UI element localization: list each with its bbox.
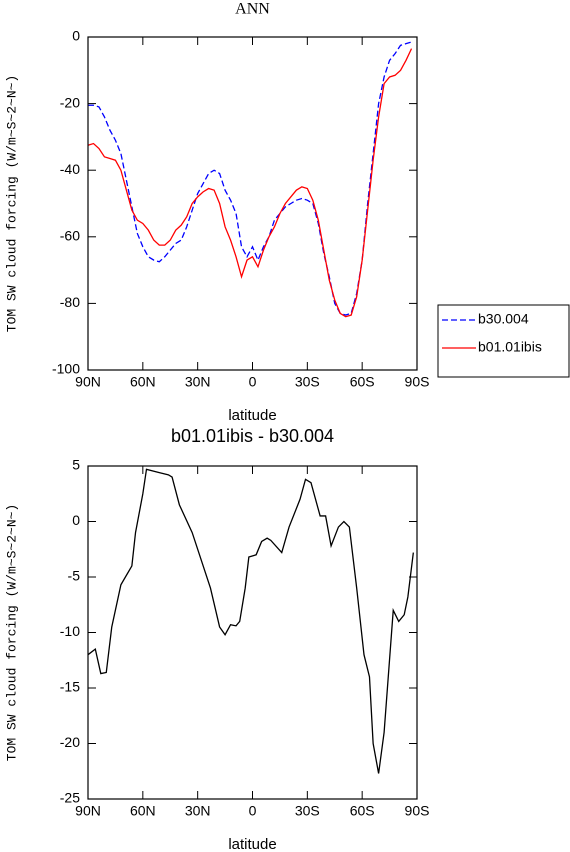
y-tick-label: -80	[60, 294, 80, 310]
legend-label: b30.004	[478, 311, 529, 327]
y-tick-label: 0	[72, 28, 80, 44]
x-tick-label: 60N	[130, 374, 156, 390]
panel: b01.01ibis - b30.004 latitude TOM SW cloud…	[4, 426, 429, 852]
y-axis-label: TOM SW cloud forcing (W/m~S~2~N~)	[4, 75, 19, 332]
x-tick-label: 30S	[295, 374, 320, 390]
y-axis-label: TOM SW cloud forcing (W/m~S~2~N~)	[4, 504, 19, 761]
legend-label: b01.01ibis	[478, 339, 542, 355]
y-tick-label: 5	[72, 457, 80, 473]
legend-box	[437, 304, 570, 378]
x-tick-label: 90S	[405, 374, 430, 390]
x-tick-label: 0	[249, 803, 257, 819]
x-axis-label: latitude	[228, 836, 276, 852]
y-tick-label: 0	[72, 512, 80, 528]
y-tick-label: -100	[52, 361, 80, 377]
y-tick-label: -20	[60, 94, 80, 110]
panel: ANN latitude TOM SW cloud forcing (W/m~S~2…	[4, 1, 570, 424]
x-tick-label: 60N	[130, 803, 156, 819]
chart-title: b01.01ibis - b30.004	[171, 426, 334, 446]
y-tick-label: -5	[68, 568, 81, 584]
chart-title: ANN	[235, 1, 270, 18]
x-tick-label: 30N	[185, 374, 211, 390]
x-tick-label: 60S	[350, 803, 375, 819]
plot-frame	[87, 465, 418, 800]
x-tick-label: 30N	[185, 803, 211, 819]
series-line	[87, 468, 414, 774]
series-line	[88, 41, 412, 316]
y-tick-label: -25	[60, 790, 80, 806]
x-tick-label: 90N	[75, 803, 101, 819]
x-tick-label: 90N	[75, 374, 101, 390]
y-tick-label: -15	[60, 679, 80, 695]
y-tick-label: -20	[60, 734, 80, 750]
x-tick-label: 30S	[295, 803, 320, 819]
x-axis-label: latitude	[228, 407, 276, 424]
x-tick-label: 60S	[350, 374, 375, 390]
y-tick-label: -10	[60, 623, 80, 639]
y-tick-label: -40	[60, 161, 80, 177]
y-tick-label: -60	[60, 228, 80, 244]
x-tick-label: 0	[249, 374, 257, 390]
x-tick-label: 90S	[405, 803, 430, 819]
plot-frame	[87, 36, 418, 371]
series-line	[87, 48, 413, 318]
